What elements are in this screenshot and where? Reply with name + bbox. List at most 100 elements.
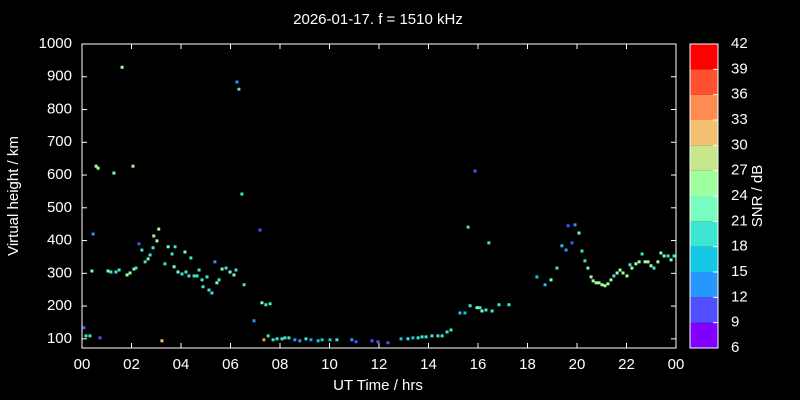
- point: [232, 273, 236, 277]
- point: [163, 262, 167, 266]
- point: [615, 271, 619, 275]
- point: [215, 281, 219, 285]
- point: [566, 224, 570, 228]
- y-tick-label: 500: [47, 199, 72, 216]
- point: [549, 278, 553, 282]
- colorbar-tick-label: 39: [731, 60, 748, 77]
- point: [630, 266, 634, 270]
- point: [430, 334, 434, 338]
- point: [672, 254, 676, 258]
- x-tick-label: 18: [519, 356, 536, 373]
- point: [242, 283, 246, 287]
- point: [577, 231, 581, 235]
- y-tick-label: 100: [47, 330, 72, 347]
- point: [609, 278, 613, 282]
- point: [543, 283, 547, 287]
- point: [234, 268, 238, 272]
- point: [224, 266, 228, 270]
- point: [436, 334, 440, 338]
- point: [487, 241, 491, 245]
- point: [449, 328, 453, 332]
- point: [137, 242, 141, 246]
- point: [468, 304, 472, 308]
- point: [252, 319, 256, 323]
- point: [106, 269, 110, 273]
- colorbar-bin: [690, 69, 718, 95]
- point: [463, 311, 467, 315]
- point: [151, 246, 155, 250]
- point: [170, 252, 174, 256]
- point: [625, 274, 629, 278]
- point: [94, 164, 98, 168]
- point: [117, 268, 121, 272]
- point: [183, 250, 187, 254]
- x-tick-label: 04: [173, 356, 190, 373]
- point: [258, 228, 262, 232]
- point: [264, 303, 268, 307]
- point: [176, 270, 180, 274]
- point: [125, 273, 129, 277]
- point: [195, 274, 199, 278]
- point: [480, 309, 484, 313]
- y-tick-label: 800: [47, 100, 72, 117]
- point: [180, 272, 184, 276]
- point: [652, 266, 656, 270]
- x-tick-label: 20: [569, 356, 586, 373]
- colorbar-tick-label: 18: [731, 238, 748, 255]
- point: [649, 264, 653, 268]
- point: [148, 253, 152, 257]
- point: [140, 248, 144, 252]
- colorbar-tick-label: 15: [731, 263, 748, 280]
- point: [600, 283, 604, 287]
- colorbar-bin: [690, 170, 718, 196]
- point: [91, 232, 95, 236]
- colorbar-tick-label: 9: [731, 314, 739, 331]
- point: [220, 267, 224, 271]
- point: [205, 275, 209, 279]
- colorbar-label: SNR / dB: [749, 165, 766, 228]
- point: [370, 339, 374, 343]
- point: [298, 339, 302, 343]
- colorbar-bin: [690, 145, 718, 171]
- point: [669, 258, 673, 262]
- point: [490, 309, 494, 313]
- point: [618, 268, 622, 272]
- point: [260, 301, 264, 305]
- point: [646, 260, 650, 264]
- colorbar-bin: [690, 221, 718, 247]
- colorbar-tick-label: 27: [731, 162, 748, 179]
- point: [128, 271, 132, 275]
- point: [268, 302, 272, 306]
- point: [235, 80, 239, 84]
- point: [293, 338, 297, 342]
- point: [328, 338, 332, 342]
- colorbar-tick-label: 36: [731, 86, 748, 103]
- point: [586, 266, 590, 270]
- x-tick-label: 10: [321, 356, 338, 373]
- point: [172, 265, 176, 269]
- point: [386, 341, 390, 345]
- y-tick-label: 700: [47, 133, 72, 150]
- colorbar-bin: [690, 94, 718, 120]
- point: [634, 262, 638, 266]
- point: [160, 339, 164, 343]
- point: [612, 274, 616, 278]
- point: [207, 288, 211, 292]
- point: [271, 338, 275, 342]
- colorbar-bin: [690, 322, 718, 348]
- point: [656, 260, 660, 264]
- point: [458, 311, 462, 315]
- point: [475, 306, 479, 310]
- point: [187, 274, 191, 278]
- point: [597, 281, 601, 285]
- point: [497, 303, 501, 307]
- point: [266, 334, 270, 338]
- point: [240, 192, 244, 196]
- point: [594, 281, 598, 285]
- y-tick-label: 200: [47, 297, 72, 314]
- point: [217, 278, 221, 282]
- point: [406, 337, 410, 341]
- point: [189, 256, 193, 260]
- colorbar-tick-label: 24: [731, 187, 748, 204]
